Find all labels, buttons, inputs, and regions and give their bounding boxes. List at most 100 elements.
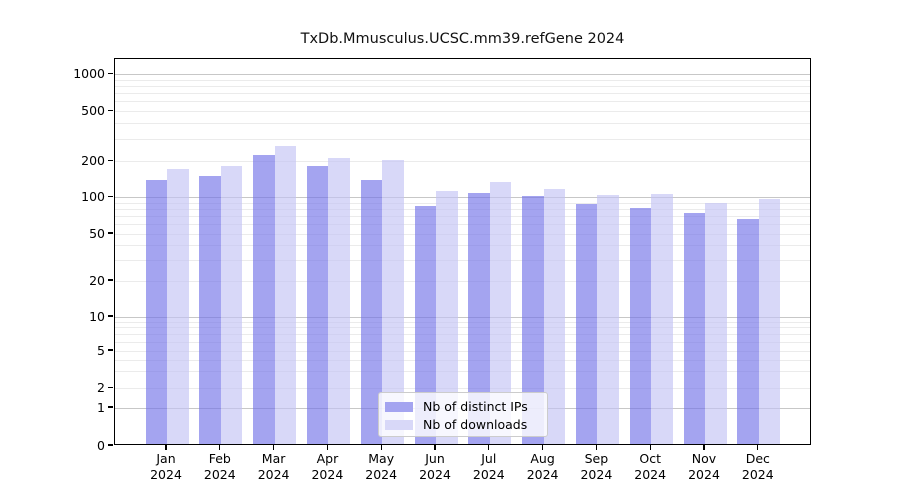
bar-distinct-ips-jul: [468, 192, 490, 444]
legend-item-distinct-ips: Nb of distinct IPs: [385, 398, 539, 416]
minor-gridline: [115, 215, 810, 217]
y-tick-label: 5: [97, 342, 105, 358]
y-tick-label: 200: [81, 153, 105, 169]
x-tick-year: 2024: [150, 466, 182, 482]
bar-distinct-ips-jan: [145, 180, 167, 444]
bar-downloads-oct: [651, 194, 673, 444]
x-tick-month: Mar: [261, 451, 286, 466]
y-tick-label: 100: [81, 189, 105, 204]
y-tick-mark: [108, 73, 113, 75]
x-tick-year: 2024: [580, 466, 613, 482]
x-tick-month: Jul: [481, 451, 497, 466]
legend-swatch-distinct-ips: [385, 401, 413, 413]
x-tick-year: 2024: [311, 466, 344, 482]
bar-distinct-ips-apr: [306, 165, 329, 444]
minor-gridline: [115, 333, 810, 335]
x-tick-label-may: May 2024: [349, 451, 413, 482]
x-tick-year: 2024: [634, 466, 667, 482]
x-tick-mark: [219, 445, 221, 450]
x-tick-month: Sep: [584, 451, 609, 466]
major-gridline: [115, 197, 810, 198]
bar-distinct-ips-may: [360, 179, 383, 444]
minor-gridline: [115, 233, 810, 235]
minor-gridline: [115, 123, 810, 125]
y-tick-mark: [108, 195, 113, 198]
y-tick-label: 10: [89, 308, 105, 324]
bar-distinct-ips-feb: [199, 175, 221, 444]
x-tick-label-jan: Jan 2024: [134, 451, 198, 482]
bar-downloads-jul: [489, 182, 512, 444]
bar-distinct-ips-oct: [629, 207, 652, 444]
x-tick-year: 2024: [526, 466, 559, 482]
bar-downloads-jun: [436, 191, 458, 444]
x-tick-month: Oct: [639, 451, 661, 466]
minor-gridline: [115, 93, 810, 95]
minor-gridline: [115, 341, 810, 343]
minor-gridline: [115, 327, 810, 329]
legend-item-downloads: Nb of downloads: [385, 416, 539, 434]
minor-gridline: [115, 138, 810, 140]
legend-label-downloads: Nb of downloads: [423, 417, 528, 432]
x-tick-label-aug: Aug 2024: [511, 451, 575, 482]
y-tick-label: 50: [89, 225, 105, 241]
bar-distinct-ips-nov: [683, 212, 705, 444]
minor-gridline: [115, 350, 810, 352]
y-tick-label: 500: [81, 102, 105, 118]
bar-downloads-jan: [167, 168, 189, 444]
x-tick-year: 2024: [419, 466, 451, 482]
x-tick-mark: [434, 445, 436, 450]
x-tick-label-apr: Apr 2024: [295, 451, 359, 482]
legend-label-distinct-ips: Nb of distinct IPs: [423, 399, 528, 414]
x-tick-mark: [273, 445, 275, 450]
bar-downloads-aug: [543, 188, 566, 444]
x-tick-month: Aug: [530, 451, 555, 466]
x-tick-month: Jan: [156, 451, 176, 466]
x-tick-label-dec: Dec 2024: [726, 451, 790, 482]
minor-gridline: [115, 161, 810, 163]
x-tick-year: 2024: [688, 466, 720, 482]
x-tick-month: Feb: [208, 451, 231, 466]
x-tick-label-jun: Jun 2024: [403, 451, 467, 482]
minor-gridline: [115, 110, 810, 112]
y-tick-mark: [108, 349, 113, 351]
bar-distinct-ips-mar: [253, 155, 275, 444]
bar-downloads-apr: [328, 157, 350, 444]
x-tick-month: May: [368, 451, 395, 466]
bar-distinct-ips-sep: [575, 204, 598, 444]
minor-gridline: [115, 202, 810, 204]
minor-gridline: [115, 388, 810, 389]
bar-downloads-sep: [597, 194, 619, 444]
minor-gridline: [115, 101, 810, 103]
x-tick-month: Jun: [425, 451, 445, 466]
x-tick-mark: [649, 445, 651, 450]
legend: Nb of distinct IPs Nb of downloads: [378, 392, 548, 437]
x-tick-mark: [165, 445, 167, 450]
y-tick-label: 0: [97, 437, 105, 453]
chart-title: TxDb.Mmusculus.UCSC.mm39.refGene 2024: [300, 31, 625, 47]
y-tick-mark: [108, 406, 113, 408]
minor-gridline: [115, 371, 810, 373]
x-tick-mark: [488, 445, 490, 450]
x-tick-label-feb: Feb 2024: [188, 451, 252, 482]
x-tick-year: 2024: [741, 466, 774, 482]
y-tick-mark: [108, 160, 113, 162]
x-tick-year: 2024: [365, 466, 398, 482]
y-tick-mark: [108, 109, 113, 111]
major-gridline: [115, 316, 810, 318]
x-tick-month: Nov: [691, 451, 717, 466]
y-tick-label: 1: [97, 399, 105, 415]
y-tick-mark: [108, 315, 113, 317]
bar-downloads-may: [382, 159, 404, 444]
minor-gridline: [115, 208, 810, 210]
x-tick-mark: [703, 445, 705, 450]
bar-downloads-nov: [705, 203, 727, 444]
minor-gridline: [115, 86, 810, 88]
x-tick-year: 2024: [257, 466, 290, 482]
x-tick-year: 2024: [203, 466, 236, 482]
x-tick-mark: [326, 445, 328, 450]
bar-distinct-ips-aug: [522, 196, 544, 444]
minor-gridline: [115, 321, 810, 323]
minor-gridline: [115, 280, 810, 282]
x-tick-year: 2024: [472, 466, 505, 482]
